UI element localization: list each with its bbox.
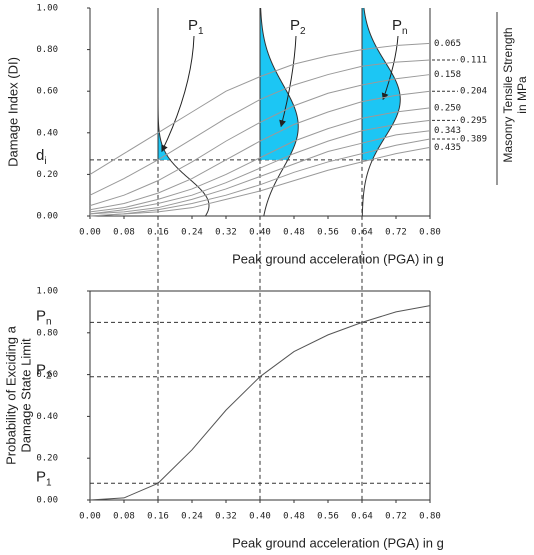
y-tick-label: 0.20 <box>36 170 58 180</box>
x-tick-label: 0.00 <box>79 512 101 522</box>
x-tick-label: 0.48 <box>283 512 305 522</box>
annotation-arrow <box>161 35 195 153</box>
series-line <box>89 305 431 501</box>
series-line <box>89 107 431 213</box>
y-tick-label: 1.00 <box>36 287 58 297</box>
annotation-sub: n <box>46 316 52 327</box>
distribution-fill <box>362 8 401 160</box>
x-axis-label: Peak ground acceleration (PGA) in g <box>232 251 444 266</box>
x-tick-label: 0.72 <box>385 512 407 522</box>
distribution-fill <box>260 8 299 160</box>
series-label: 0.158 <box>434 70 461 80</box>
x-tick-label: 0.08 <box>113 228 135 238</box>
series-line <box>89 146 431 217</box>
x-tick-label: 0.00 <box>79 228 101 238</box>
series-label: 0.065 <box>434 39 461 49</box>
annotation-sub: n <box>402 26 408 37</box>
annotation-main: P <box>36 468 46 485</box>
series-label: 0.435 <box>434 143 461 153</box>
annotation-sub: i <box>44 155 46 166</box>
annotation-sub: 2 <box>46 370 52 381</box>
x-tick-label: 0.64 <box>351 512 373 522</box>
x-tick-label: 0.56 <box>317 228 339 238</box>
y-axis-label: Damage Index (DI) <box>5 57 20 167</box>
annotation-sub: 2 <box>300 26 306 37</box>
x-tick-label: 0.40 <box>249 512 271 522</box>
annotation: di <box>36 147 47 167</box>
y-tick-label: 0.80 <box>36 45 58 55</box>
series-line <box>89 90 431 211</box>
y-tick-label: 0.60 <box>36 87 58 97</box>
x-tick-label: 0.24 <box>181 512 203 522</box>
x-tick-label: 0.56 <box>317 512 339 522</box>
series-label: 0.111 <box>460 56 487 66</box>
series-line <box>89 130 431 215</box>
annotation-main: P <box>290 17 300 34</box>
annotation-arrow <box>279 35 297 128</box>
y-axis-label: Probability of Exciding a <box>3 325 18 465</box>
x-axis-label: Peak ground acceleration (PGA) in g <box>232 535 444 550</box>
y-tick-label: 0.00 <box>36 212 58 222</box>
series-label: 0.204 <box>460 87 487 97</box>
series-line <box>89 119 431 215</box>
annotation-sub: 1 <box>46 477 52 488</box>
annotation-sub: 1 <box>198 26 204 37</box>
legend-title: Masonry Tensile Strength <box>501 27 515 162</box>
x-tick-label: 0.24 <box>181 228 203 238</box>
annotation-main: P <box>36 307 46 324</box>
y-tick-label: 0.40 <box>36 412 58 422</box>
y-tick-label: 0.00 <box>36 496 58 506</box>
annotation: P2 <box>290 17 306 37</box>
x-tick-label: 0.16 <box>147 512 169 522</box>
legend-title: in MPa <box>515 76 529 114</box>
y-tick-label: 1.00 <box>36 4 58 14</box>
x-tick-label: 0.32 <box>215 228 237 238</box>
series-line <box>89 74 431 207</box>
series-label: 0.389 <box>460 135 487 145</box>
x-tick-label: 0.48 <box>283 228 305 238</box>
y-tick-label: 0.40 <box>36 128 58 138</box>
annotation: Pn <box>36 307 52 327</box>
series-label: 0.250 <box>434 103 461 113</box>
y-axis-label: Damage State Limit <box>18 338 33 453</box>
annotation: P1 <box>188 17 204 37</box>
series-line <box>89 138 431 217</box>
series-line <box>89 42 431 175</box>
annotation: P1 <box>36 468 52 488</box>
annotation-main: P <box>392 17 402 34</box>
distribution-curve <box>260 7 299 217</box>
distribution-fill <box>158 8 171 160</box>
x-tick-label: 0.32 <box>215 512 237 522</box>
annotation-main: d <box>36 147 44 164</box>
y-tick-label: 0.80 <box>36 328 58 338</box>
y-tick-label: 0.60 <box>36 370 58 380</box>
series-label: 0.295 <box>460 116 487 126</box>
annotation-main: P <box>188 17 198 34</box>
x-tick-label: 0.72 <box>385 228 407 238</box>
annotation: Pn <box>392 17 408 37</box>
annotation-main: P <box>36 362 46 379</box>
annotation: P2 <box>36 362 52 382</box>
y-tick-label: 0.20 <box>36 454 58 464</box>
x-tick-label: 0.80 <box>419 512 441 522</box>
x-tick-label: 0.08 <box>113 512 135 522</box>
annotation-arrow <box>381 35 399 101</box>
x-tick-label: 0.80 <box>419 228 441 238</box>
series-label: 0.343 <box>434 126 461 136</box>
series-line <box>89 59 431 196</box>
